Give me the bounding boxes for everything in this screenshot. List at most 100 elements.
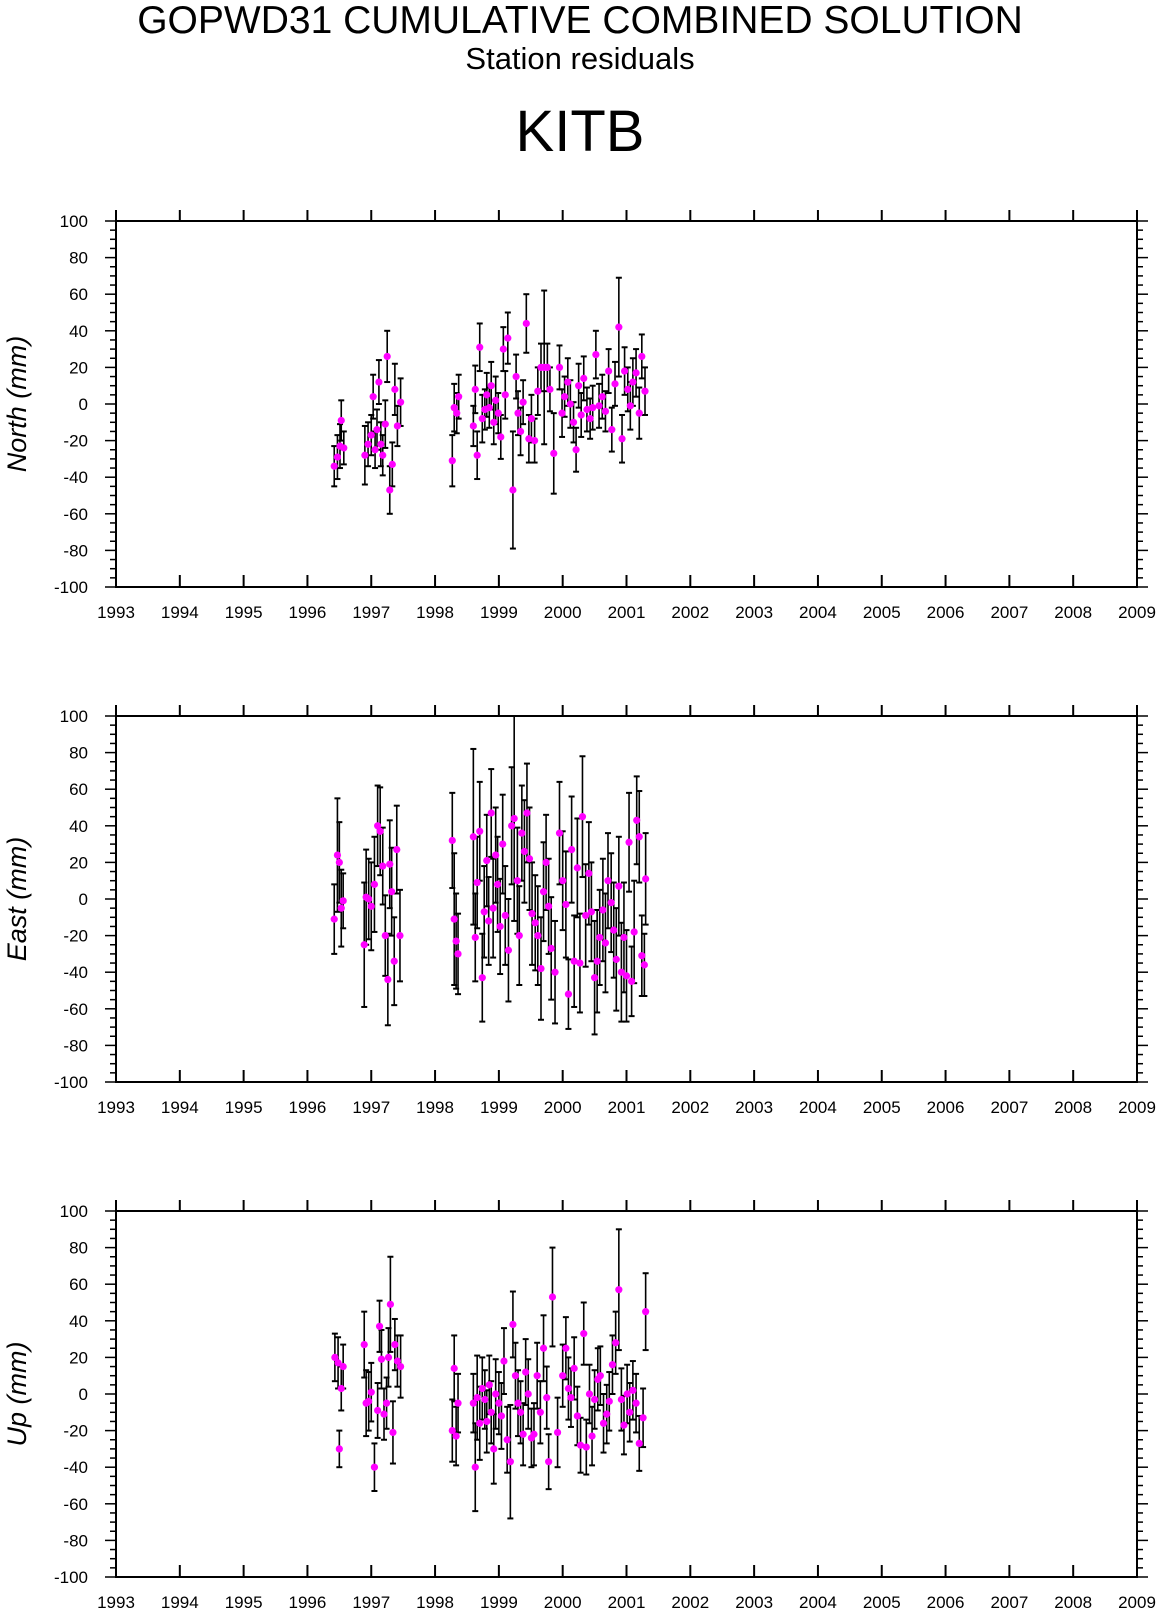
data-point (370, 1463, 379, 1471)
data-point (499, 345, 507, 353)
y-axis-label: North (mm) (2, 336, 32, 473)
x-tick-label: 2005 (863, 1098, 901, 1117)
data-point (515, 932, 523, 940)
data-point (598, 393, 606, 401)
x-tick-label: 1995 (225, 1098, 263, 1117)
data-point (559, 877, 567, 885)
y-tick-label: -20 (63, 1422, 88, 1441)
data-point (635, 409, 643, 417)
data-point (568, 845, 576, 854)
data-point (587, 908, 596, 916)
data-point (389, 1428, 397, 1437)
up-panel: 1993 1994 1995 1996 1997 1998 1999 2000 2001 2002… (2, 1200, 1156, 1612)
data-point (379, 862, 387, 870)
data-point (365, 1397, 373, 1405)
data-point (585, 869, 593, 877)
data-point (595, 402, 603, 410)
data-point (478, 1384, 486, 1393)
data-point (626, 402, 634, 410)
y-tick-label: -100 (54, 1073, 88, 1092)
data-point (617, 1395, 625, 1404)
data-point (483, 856, 491, 865)
data-point (514, 409, 522, 417)
data-point (630, 928, 638, 936)
data-point (520, 847, 529, 856)
y-tick-label: 80 (69, 249, 88, 268)
y-tick-label: 0 (79, 1385, 88, 1404)
data-point (373, 426, 381, 434)
x-tick-label: 1997 (352, 603, 390, 622)
data-point (564, 1384, 573, 1393)
data-point (604, 877, 612, 885)
x-tick-label: 1994 (161, 603, 199, 622)
data-point (333, 453, 342, 461)
data-point (615, 323, 623, 331)
data-point (383, 352, 391, 361)
data-point (605, 367, 613, 375)
data-point (638, 352, 646, 361)
data-point (610, 926, 618, 934)
data-point (620, 367, 629, 375)
data-point (485, 1381, 493, 1389)
y-tick-label: 100 (60, 707, 88, 726)
data-point (545, 902, 553, 910)
data-point (590, 1395, 599, 1404)
data-point (339, 1362, 347, 1371)
data-point (452, 1432, 460, 1440)
data-point (454, 950, 462, 958)
data-point (490, 418, 498, 426)
data-point (589, 404, 597, 412)
data-point (511, 1372, 520, 1380)
x-tick-label: 2001 (608, 603, 646, 622)
data-point (539, 1344, 548, 1352)
data-point (397, 398, 405, 406)
data-point (536, 1408, 544, 1416)
data-point (576, 959, 584, 967)
data-point (337, 416, 345, 425)
x-tick-label: 1999 (480, 1098, 518, 1117)
data-point (492, 396, 500, 404)
data-point (607, 899, 615, 907)
data-point (493, 880, 502, 888)
data-point (633, 816, 641, 824)
data-point (364, 440, 372, 448)
data-point (495, 1399, 503, 1407)
data-point (333, 851, 342, 859)
x-tick-label: 1995 (225, 603, 263, 622)
data-point (596, 933, 604, 942)
data-point (487, 1408, 495, 1416)
data-point (384, 975, 392, 984)
y-axis-label: Up (mm) (2, 1342, 32, 1447)
data-point (487, 382, 495, 390)
y-tick-label: -80 (63, 541, 88, 560)
data-point (575, 382, 583, 390)
data-point (578, 813, 587, 821)
data-point (514, 1399, 522, 1407)
y-axis-label: East (mm) (2, 837, 32, 962)
x-tick-label: 2009 (1118, 603, 1156, 622)
data-point (599, 906, 607, 914)
data-point (601, 939, 610, 947)
data-point (546, 385, 554, 393)
data-point (525, 855, 534, 863)
data-point (335, 1445, 343, 1453)
y-tick-label: 60 (69, 780, 88, 799)
data-point (519, 1430, 527, 1438)
data-point (483, 391, 491, 399)
data-point (617, 968, 625, 976)
data-point (527, 415, 536, 423)
data-point (476, 343, 484, 351)
data-point (531, 919, 539, 927)
y-tick-label: 20 (69, 1348, 88, 1367)
y-tick-label: -40 (63, 468, 88, 487)
data-point (487, 809, 495, 817)
data-point (374, 1406, 382, 1415)
data-point (548, 1293, 557, 1301)
data-point (635, 833, 643, 841)
data-point (386, 860, 394, 868)
data-point (380, 1410, 388, 1418)
data-point (360, 1340, 368, 1349)
x-tick-label: 2001 (608, 1098, 646, 1117)
data-point (448, 836, 456, 845)
data-point (562, 900, 570, 909)
